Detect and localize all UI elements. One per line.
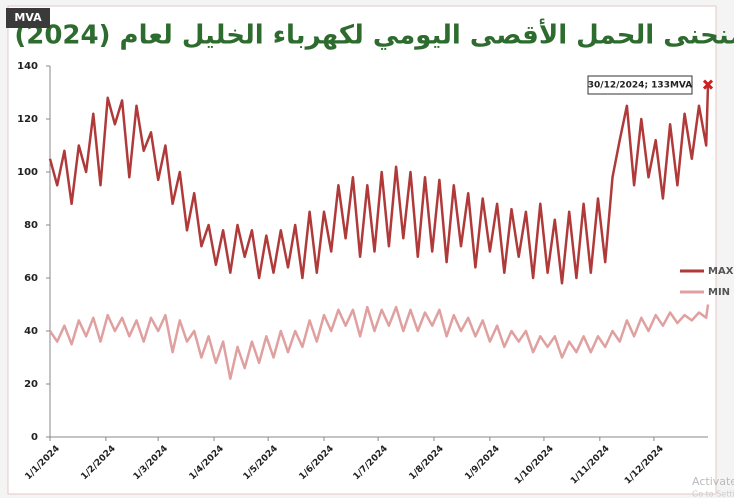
- y-tick-label: 0: [31, 432, 38, 443]
- y-tick-label: 140: [17, 61, 38, 72]
- y-axis-label: MVA: [14, 11, 42, 24]
- legend-label: MAX: [708, 266, 734, 277]
- annotation-box: [587, 75, 693, 95]
- legend-label: MIN: [708, 287, 730, 298]
- watermark: Go to Setti: [692, 490, 734, 498]
- watermark: Activate: [692, 475, 734, 488]
- y-tick-label: 100: [17, 167, 38, 178]
- y-label-box: [6, 8, 50, 28]
- chart-title: منحنى الحمل الأقصى اليومي لكهرباء الخليل…: [14, 19, 734, 51]
- y-tick-label: 120: [17, 114, 38, 125]
- y-tick-label: 40: [24, 326, 38, 337]
- y-tick-label: 80: [24, 220, 38, 231]
- y-tick-label: 60: [24, 273, 38, 284]
- series-line: [48, 84, 710, 285]
- max-marker: [702, 79, 714, 90]
- series-line: [48, 304, 710, 380]
- annotation: 30/12/2024; 133MVA: [588, 81, 693, 91]
- y-tick-label: 20: [24, 379, 38, 390]
